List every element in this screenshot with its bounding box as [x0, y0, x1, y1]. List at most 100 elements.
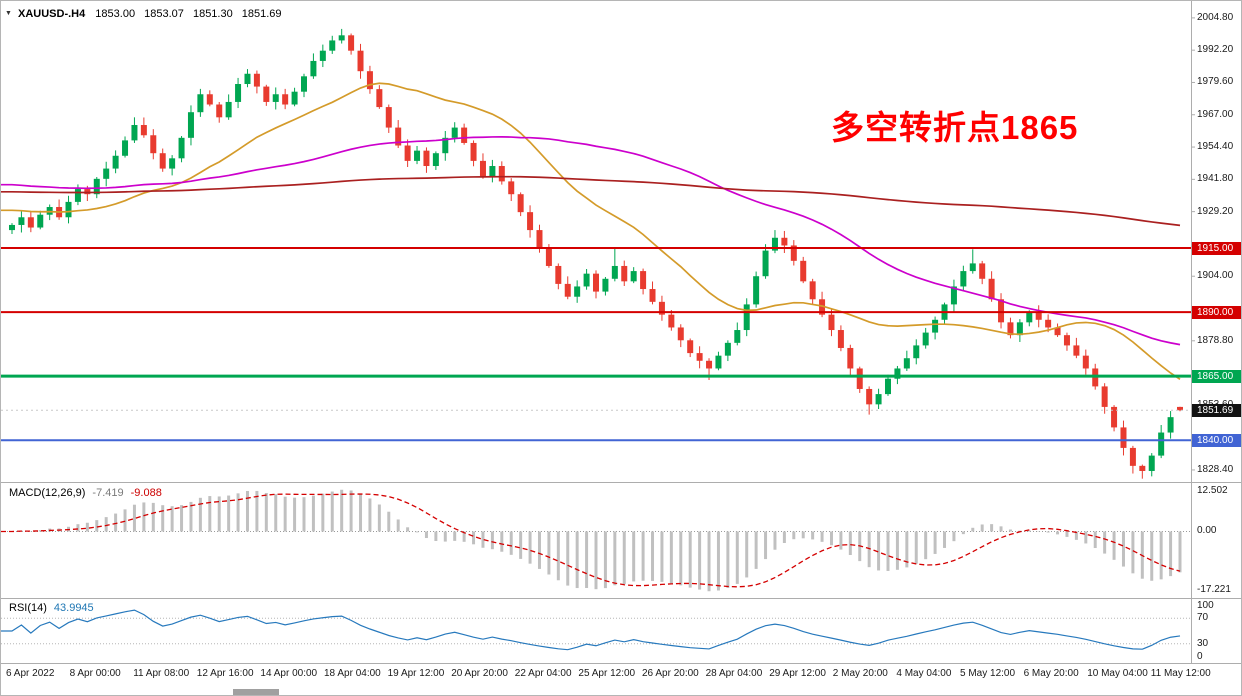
- candle: [866, 386, 873, 415]
- candle: [1139, 464, 1146, 479]
- candle: [790, 240, 797, 266]
- candle: [574, 280, 581, 303]
- time-axis-label: 12 Apr 16:00: [196, 668, 254, 679]
- time-axis-label: 18 Apr 04:00: [324, 668, 381, 679]
- candle: [1177, 406, 1183, 412]
- price-axis-label: 1878.80: [1197, 334, 1234, 346]
- time-axis-label: 20 Apr 20:00: [451, 668, 508, 679]
- candle: [630, 267, 637, 284]
- candle: [187, 105, 194, 146]
- macd-indicator-label: MACD(12,26,9) -7.419 -9.088: [9, 487, 162, 499]
- candle: [244, 69, 251, 88]
- time-axis-label: 14 Apr 00:00: [260, 668, 318, 679]
- ohlc-close-value: 1851.69: [241, 8, 282, 20]
- candle: [479, 153, 486, 179]
- candle: [385, 104, 392, 133]
- price-axis-label: 1954.40: [1197, 141, 1234, 153]
- candle: [140, 117, 147, 138]
- ma-line-55: [1, 136, 1181, 346]
- candle: [1120, 420, 1127, 456]
- rsi-axis-label: 0: [1197, 651, 1203, 662]
- candle: [27, 211, 34, 233]
- macd-main-value: -7.419: [92, 487, 124, 499]
- candle: [724, 340, 731, 362]
- candle: [941, 302, 948, 324]
- candle: [103, 161, 110, 187]
- time-axis-label: 5 May 12:00: [960, 668, 1016, 679]
- macd-axis-label: -17.221: [1197, 583, 1231, 595]
- candle: [216, 101, 223, 123]
- candle: [498, 161, 505, 185]
- h-scrollbar-thumb[interactable]: [233, 689, 279, 695]
- candle: [470, 140, 477, 167]
- candle: [800, 256, 807, 284]
- candle: [1148, 453, 1155, 477]
- collapse-arrow-icon[interactable]: ▼: [5, 10, 12, 17]
- candle: [404, 139, 411, 167]
- macd-signal-value: -9.088: [130, 487, 162, 499]
- time-axis-label: 6 May 20:00: [1023, 668, 1079, 679]
- candle: [828, 308, 835, 337]
- candle: [969, 249, 976, 274]
- candle: [960, 265, 967, 292]
- price-axis-label: 1828.40: [1197, 463, 1234, 475]
- ma-line-200: [1, 175, 1181, 227]
- time-axis-label: 6 Apr 2022: [6, 668, 55, 679]
- candle: [376, 85, 383, 109]
- candle: [310, 53, 317, 79]
- candle: [517, 192, 524, 217]
- price-axis-label: 1967.00: [1197, 108, 1234, 120]
- candle: [338, 28, 345, 44]
- rsi-axis-label: 30: [1197, 637, 1209, 649]
- candle: [1101, 383, 1108, 414]
- candle: [150, 129, 157, 160]
- candle: [837, 325, 844, 352]
- ma-line-21: [1, 82, 1181, 380]
- price-level-badge: 1865.00: [1192, 369, 1241, 383]
- symbol-timeframe-label: XAUUSD-.H4: [18, 8, 86, 20]
- time-axis-label: 26 Apr 20:00: [642, 668, 699, 679]
- candle: [461, 123, 468, 145]
- candle: [65, 195, 72, 224]
- candle: [847, 344, 854, 376]
- candle: [856, 366, 863, 393]
- rsi-axis-label: 70: [1197, 612, 1209, 624]
- annotation-text[interactable]: 多空转折点1865: [831, 109, 1079, 146]
- macd-name: MACD(12,26,9): [9, 487, 86, 499]
- macd-signal-line: [1, 493, 1181, 588]
- macd-axis-label: 12.502: [1197, 485, 1228, 496]
- candle: [649, 281, 656, 305]
- price-level-badge: 1915.00: [1192, 241, 1241, 255]
- candle: [282, 88, 289, 110]
- candle: [37, 210, 44, 230]
- candle: [366, 65, 373, 94]
- candle: [913, 339, 920, 365]
- ohlc-low-value: 1851.30: [192, 8, 233, 20]
- candle: [621, 260, 628, 287]
- candle: [1054, 323, 1061, 337]
- candle: [950, 279, 957, 312]
- candle: [291, 87, 298, 107]
- time-axis-label: 11 Apr 08:00: [133, 668, 190, 679]
- time-axis-label: 10 May 04:00: [1087, 668, 1148, 679]
- candle: [18, 210, 25, 233]
- symbol-title-bar: ▼ XAUUSD-.H4 1853.00 1853.07 1851.30 185…: [5, 8, 288, 20]
- candle: [357, 43, 364, 79]
- price-axis-label: 2004.80: [1197, 11, 1234, 23]
- candle: [395, 120, 402, 149]
- candle: [56, 199, 63, 220]
- candle: [932, 316, 939, 340]
- candle: [432, 151, 439, 170]
- candle: [159, 148, 166, 172]
- candle: [1129, 445, 1136, 474]
- candle: [131, 117, 138, 143]
- rsi-line: [1, 609, 1181, 651]
- rsi-indicator-label: RSI(14) 43.9945: [9, 602, 94, 614]
- candle: [348, 33, 355, 55]
- time-axis-label: 25 Apr 12:00: [578, 668, 636, 679]
- candle: [9, 223, 15, 235]
- rsi-name: RSI(14): [9, 602, 47, 614]
- candle: [1063, 332, 1070, 351]
- candle: [555, 263, 562, 290]
